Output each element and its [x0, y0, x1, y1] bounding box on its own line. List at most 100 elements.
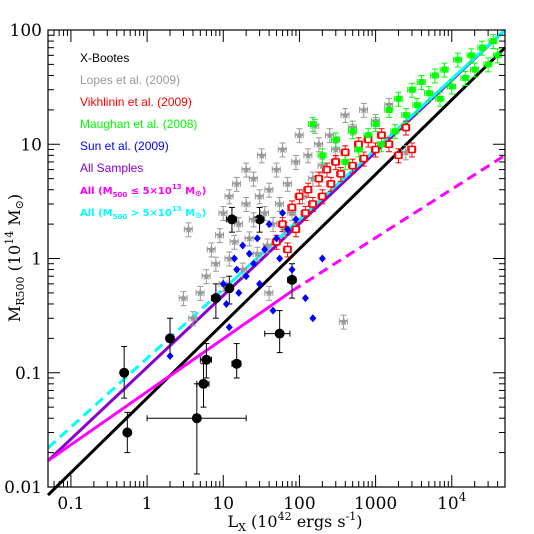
- data-point: [165, 333, 176, 344]
- data-point: [291, 157, 301, 166]
- data-point: [288, 203, 296, 212]
- data-point: [462, 75, 469, 82]
- x-axis-label-sub: X: [238, 521, 246, 534]
- data-point: [272, 165, 281, 174]
- data-point: [386, 106, 393, 113]
- legend-entry: X-Bootes: [80, 51, 129, 65]
- fit-line: [46, 282, 231, 449]
- data-point: [275, 199, 284, 208]
- data-point: [264, 185, 274, 194]
- legend-entry: All Samples: [80, 161, 143, 175]
- data-point: [261, 245, 269, 254]
- data-point: [354, 140, 363, 148]
- data-point: [254, 214, 265, 225]
- x-axis-label-close: ): [356, 512, 362, 531]
- fit-line: [46, 46, 507, 497]
- data-point: [202, 271, 211, 280]
- data-point: [485, 61, 492, 68]
- data-point: [301, 209, 310, 217]
- data-point: [418, 79, 425, 86]
- tick-labels: 0.1 1 10 100 1000 104 0.01 0.1 1 10 100: [4, 21, 467, 514]
- data-point: [211, 259, 221, 268]
- data-point: [349, 128, 356, 135]
- data-point: [273, 234, 280, 243]
- data-point: [318, 192, 327, 201]
- legend-sun: ⊙: [195, 211, 202, 220]
- data-point: [219, 279, 227, 288]
- data-point: [384, 100, 394, 109]
- axis-ticks: [47, 29, 506, 488]
- data-point: [402, 123, 410, 132]
- data-point: [309, 200, 317, 208]
- data-point: [448, 83, 455, 90]
- data-point: [372, 121, 379, 128]
- data-point: [225, 323, 233, 332]
- data-point: [250, 259, 258, 268]
- fit-line: [47, 289, 293, 462]
- data-point: [295, 192, 304, 201]
- data-point: [479, 44, 486, 51]
- legend-entry: Vikhlinin et al. (2009): [80, 95, 192, 109]
- data-point: [166, 352, 174, 361]
- y-axis-label-rest: (10: [5, 245, 24, 277]
- data-point: [230, 254, 238, 263]
- data-point: [249, 214, 258, 223]
- data-point: [184, 224, 193, 233]
- y-axis-label-main: M: [5, 306, 24, 322]
- data-point: [292, 215, 300, 224]
- data-point: [323, 165, 331, 174]
- legend-sup: 13: [172, 183, 182, 191]
- y-axis-label: MR500 (1014 M⊙): [3, 194, 27, 322]
- data-point: [239, 241, 247, 250]
- data-point: [264, 288, 274, 297]
- data-point: [269, 306, 277, 315]
- data-points: [119, 38, 501, 438]
- data-point: [224, 283, 235, 294]
- data-point: [408, 145, 416, 154]
- legend-text-part: ≤ 5×10: [127, 186, 172, 197]
- data-point: [268, 219, 278, 228]
- data-point: [196, 288, 205, 297]
- data-point: [245, 233, 254, 242]
- legend-entry: Maughan et al. (2008): [80, 117, 197, 131]
- y-axis-label-unit: M: [5, 209, 24, 230]
- data-point: [337, 170, 345, 178]
- legend-sup: 13: [172, 205, 182, 213]
- data-point: [122, 427, 133, 438]
- data-point: [348, 161, 357, 170]
- data-point: [198, 378, 209, 389]
- data-point: [253, 249, 262, 258]
- legend-entry: Lopes et al. (2009): [80, 73, 180, 87]
- legend-sun: ⊙: [195, 189, 202, 198]
- data-point: [257, 150, 266, 159]
- data-point: [341, 148, 350, 157]
- x-tick-label-exponent: 4: [459, 490, 467, 504]
- legend-text-part: > 5×10: [127, 208, 172, 219]
- data-point: [191, 413, 202, 424]
- data-point: [401, 147, 411, 156]
- data-point: [402, 112, 409, 119]
- data-point: [274, 328, 285, 339]
- data-point: [235, 288, 243, 297]
- x-axis-label-unit-exp: -1: [346, 510, 357, 523]
- data-point: [332, 158, 340, 166]
- x-axis-label-main: L: [227, 512, 238, 531]
- data-point: [242, 272, 250, 281]
- data-point: [230, 237, 239, 246]
- data-point: [365, 132, 372, 139]
- data-point: [339, 317, 348, 326]
- data-point: [287, 274, 298, 285]
- y-tick-label: 10: [20, 135, 42, 155]
- data-point: [225, 191, 234, 200]
- data-point: [454, 56, 461, 63]
- data-point: [308, 174, 318, 183]
- data-point: [303, 150, 313, 159]
- data-point: [188, 313, 198, 322]
- data-point: [278, 220, 287, 228]
- data-point: [207, 245, 216, 254]
- data-point: [241, 199, 251, 208]
- data-point: [436, 95, 443, 102]
- data-point: [342, 158, 349, 165]
- y-tick-label: 0.1: [15, 364, 42, 384]
